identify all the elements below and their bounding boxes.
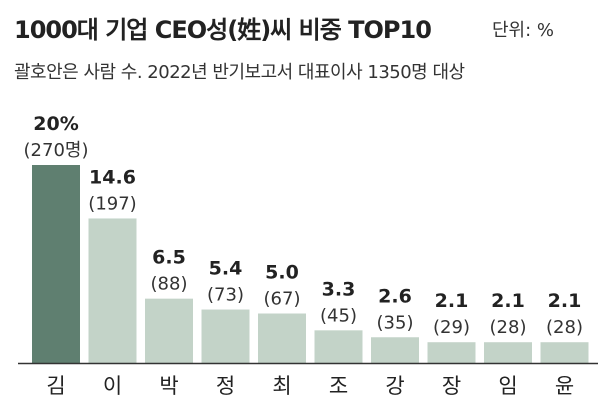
bar-9: [484, 342, 532, 363]
value-label: 20%: [33, 113, 78, 135]
count-label: (67): [264, 289, 301, 310]
chart-subtitle: 괄호안은 사람 수. 2022년 반기보고서 대표이사 1350명 대상: [14, 62, 465, 83]
bar-7: [371, 337, 419, 363]
category-label: 강: [385, 374, 404, 398]
value-label: 14.6: [89, 166, 136, 188]
bar-6: [314, 330, 363, 363]
bar-4: [201, 309, 250, 363]
count-label: (197): [88, 193, 136, 214]
value-label: 2.1: [548, 290, 582, 312]
count-label: (45): [320, 305, 357, 326]
count-label: (28): [546, 317, 583, 338]
count-label: (73): [207, 285, 244, 306]
category-label: 임: [498, 374, 517, 398]
bar-1: [32, 165, 80, 363]
value-label: 3.3: [322, 278, 356, 300]
category-label: 박: [159, 374, 178, 398]
bar-3: [145, 298, 193, 363]
count-label: (35): [377, 312, 414, 333]
category-label: 최: [272, 374, 291, 398]
unit-label: 단위: %: [492, 20, 555, 41]
category-label: 윤: [555, 374, 574, 398]
count-label: (29): [433, 317, 470, 338]
category-label: 김: [46, 374, 65, 398]
category-label: 장: [442, 374, 461, 398]
value-label: 2.1: [435, 290, 469, 312]
count-label: (270명): [24, 140, 89, 161]
category-label: 정: [216, 374, 235, 398]
bar-2: [88, 218, 137, 363]
value-label: 6.5: [152, 247, 186, 269]
bar-8: [427, 342, 476, 363]
value-label: 2.6: [378, 285, 412, 307]
count-label: (28): [490, 317, 527, 338]
category-label: 이: [103, 374, 122, 398]
bar-10: [540, 342, 589, 363]
bar-5: [258, 313, 306, 363]
value-label: 5.0: [265, 262, 299, 284]
chart-title: 1000대 기업 CEO성(姓)씨 비중 TOP10: [14, 16, 432, 44]
value-label: 5.4: [209, 258, 243, 280]
category-label: 조: [329, 374, 348, 398]
value-label: 2.1: [491, 290, 525, 312]
count-label: (88): [151, 274, 188, 295]
